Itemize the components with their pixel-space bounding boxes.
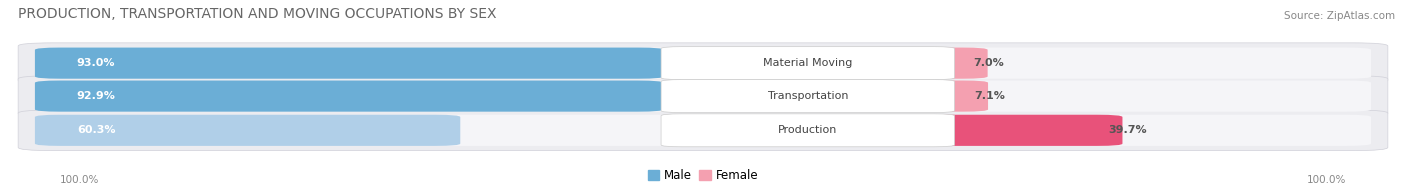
Text: PRODUCTION, TRANSPORTATION AND MOVING OCCUPATIONS BY SEX: PRODUCTION, TRANSPORTATION AND MOVING OC… [18, 7, 496, 21]
Text: Transportation: Transportation [768, 91, 848, 101]
Text: Material Moving: Material Moving [763, 58, 852, 68]
FancyBboxPatch shape [908, 48, 987, 79]
Text: 92.9%: 92.9% [77, 91, 115, 101]
FancyBboxPatch shape [908, 115, 1122, 146]
Legend: Male, Female: Male, Female [643, 164, 763, 187]
FancyBboxPatch shape [35, 115, 1371, 146]
Text: 100.0%: 100.0% [60, 175, 100, 185]
FancyBboxPatch shape [661, 47, 955, 80]
FancyBboxPatch shape [18, 110, 1388, 151]
FancyBboxPatch shape [661, 80, 955, 113]
Text: 100.0%: 100.0% [1306, 175, 1346, 185]
FancyBboxPatch shape [18, 43, 1388, 83]
FancyBboxPatch shape [661, 114, 955, 147]
FancyBboxPatch shape [35, 81, 1371, 112]
FancyBboxPatch shape [18, 76, 1388, 116]
FancyBboxPatch shape [35, 48, 1371, 79]
Text: Source: ZipAtlas.com: Source: ZipAtlas.com [1284, 11, 1395, 21]
Text: 93.0%: 93.0% [77, 58, 115, 68]
Text: 60.3%: 60.3% [77, 125, 115, 135]
FancyBboxPatch shape [908, 81, 988, 112]
Text: 39.7%: 39.7% [1108, 125, 1147, 135]
Text: 7.1%: 7.1% [974, 91, 1005, 101]
FancyBboxPatch shape [35, 48, 664, 79]
Text: 7.0%: 7.0% [974, 58, 1004, 68]
FancyBboxPatch shape [35, 81, 664, 112]
Text: Production: Production [778, 125, 838, 135]
FancyBboxPatch shape [35, 115, 460, 146]
